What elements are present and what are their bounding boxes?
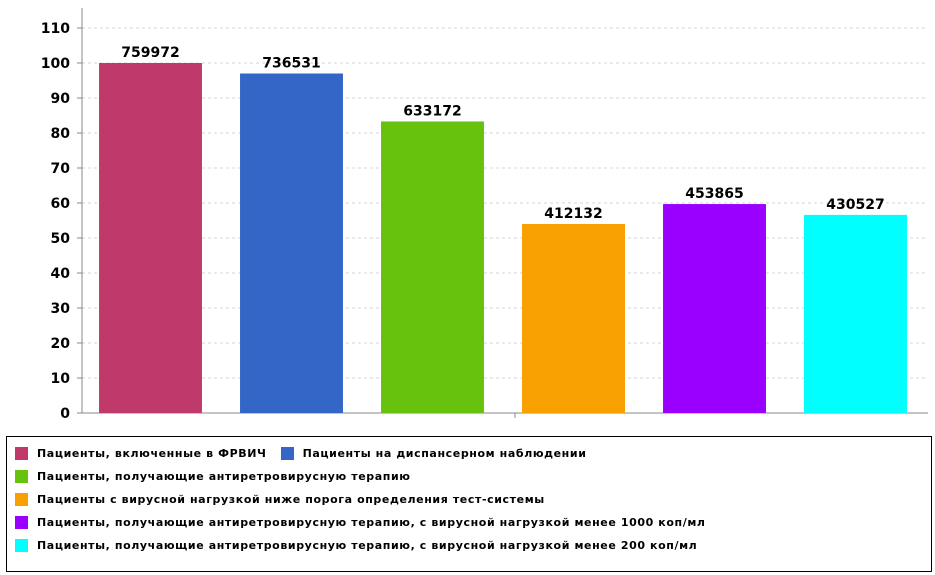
data-label: 633172 xyxy=(403,103,461,119)
y-tick-label: 90 xyxy=(51,91,71,107)
legend-label: Пациенты с вирусной нагрузкой ниже порог… xyxy=(37,493,545,506)
bar xyxy=(522,224,625,413)
y-tick-label: 50 xyxy=(51,231,71,247)
bar xyxy=(99,63,202,413)
y-tick-label: 40 xyxy=(51,266,71,282)
y-tick-label: 20 xyxy=(51,336,71,352)
y-tick-label: 100 xyxy=(41,56,70,72)
legend-label: Пациенты, получающие антиретровирусную т… xyxy=(37,470,411,483)
grid-lines xyxy=(82,27,928,379)
legend-row: Пациенты с вирусной нагрузкой ниже порог… xyxy=(15,489,923,510)
y-tick-label: 60 xyxy=(51,196,71,212)
legend-item: Пациенты, получающие антиретровирусную т… xyxy=(15,516,706,529)
legend-item: Пациенты, включенные в ФРВИЧ xyxy=(15,447,267,460)
data-labels: 759972 736531 633172 412132 453865 430527 xyxy=(121,45,884,222)
bar xyxy=(804,214,907,413)
legend-row: Пациенты, получающие антиретровирусную т… xyxy=(15,466,923,487)
bars xyxy=(99,63,907,413)
y-tick-label: 10 xyxy=(51,371,71,387)
y-tick-label: 80 xyxy=(51,126,71,142)
legend-row: Пациенты, включенные в ФРВИЧ Пациенты на… xyxy=(15,443,923,464)
y-tick-label: 0 xyxy=(60,406,70,422)
legend-item: Пациенты с вирусной нагрузкой ниже порог… xyxy=(15,493,545,506)
data-label: 736531 xyxy=(262,56,320,72)
data-label: 759972 xyxy=(121,45,179,61)
legend: Пациенты, включенные в ФРВИЧ Пациенты на… xyxy=(6,436,932,572)
legend-swatch xyxy=(15,539,28,552)
bar xyxy=(381,121,484,413)
legend-row: Пациенты, получающие антиретровирусную т… xyxy=(15,535,923,556)
legend-label: Пациенты на диспансерном наблюдении xyxy=(302,447,587,460)
data-label: 412132 xyxy=(544,206,602,222)
data-label: 430527 xyxy=(826,197,884,213)
legend-label: Пациенты, получающие антиретровирусную т… xyxy=(37,539,698,552)
legend-label: Пациенты, получающие антиретровирусную т… xyxy=(37,516,706,529)
legend-item: Пациенты, получающие антиретровирусную т… xyxy=(15,539,697,552)
legend-swatch xyxy=(15,493,28,506)
data-label: 453865 xyxy=(685,186,743,202)
legend-item: Пациенты, получающие антиретровирусную т… xyxy=(15,470,411,483)
legend-label: Пациенты, включенные в ФРВИЧ xyxy=(37,447,267,460)
y-axis: 0 10 20 30 40 50 60 70 80 90 100 110 xyxy=(41,8,928,422)
legend-swatch xyxy=(15,516,28,529)
bar xyxy=(663,204,766,413)
legend-swatch xyxy=(15,447,28,460)
y-tick-label: 70 xyxy=(51,161,71,177)
y-tick-label: 110 xyxy=(41,21,70,37)
legend-item: Пациенты на диспансерном наблюдении xyxy=(280,447,587,460)
legend-row: Пациенты, получающие антиретровирусную т… xyxy=(15,512,923,533)
bar-chart: 0 10 20 30 40 50 60 70 80 90 100 110 759972 736531 63… xyxy=(41,8,928,422)
bar xyxy=(240,73,343,413)
legend-swatch xyxy=(280,447,294,460)
legend-swatch xyxy=(15,470,28,483)
y-tick-label: 30 xyxy=(51,301,71,317)
